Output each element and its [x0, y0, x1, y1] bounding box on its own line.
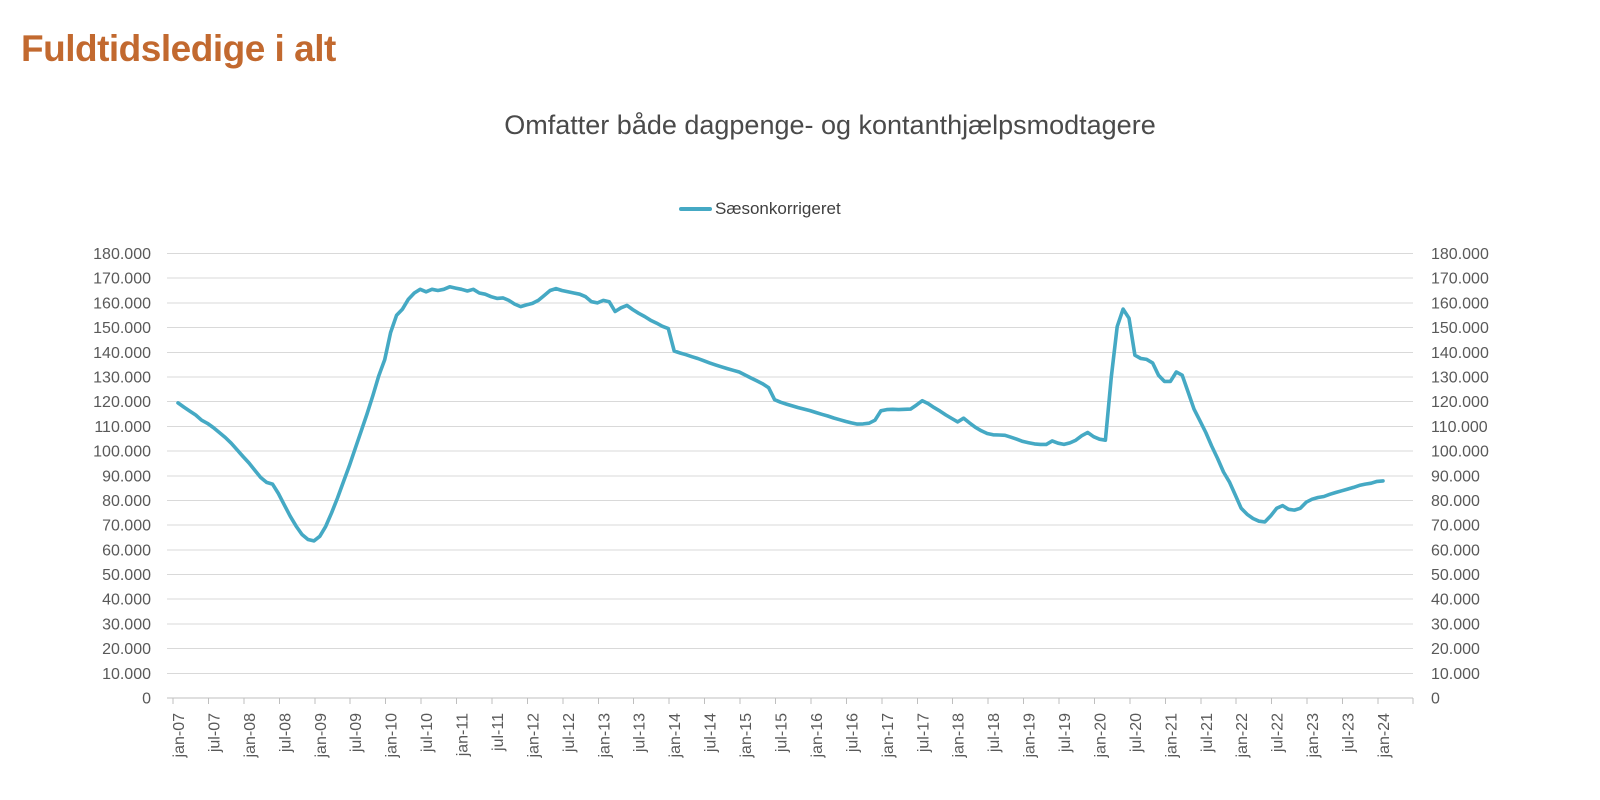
svg-text:jan-10: jan-10 — [384, 713, 401, 759]
svg-text:50.000: 50.000 — [1431, 567, 1480, 584]
svg-text:130.000: 130.000 — [93, 369, 151, 386]
svg-text:jul-12: jul-12 — [561, 713, 578, 753]
svg-text:jul-09: jul-09 — [348, 713, 365, 753]
svg-text:90.000: 90.000 — [102, 468, 151, 485]
svg-text:20.000: 20.000 — [1431, 641, 1480, 658]
svg-text:jan-20: jan-20 — [1092, 713, 1109, 759]
svg-text:jul-17: jul-17 — [915, 713, 932, 753]
svg-text:150.000: 150.000 — [1431, 320, 1489, 337]
svg-text:jul-13: jul-13 — [632, 713, 649, 753]
legend-label: Sæsonkorrigeret — [715, 199, 841, 218]
svg-text:jan-17: jan-17 — [880, 713, 897, 759]
gridlines — [167, 253, 1413, 674]
svg-text:180.000: 180.000 — [1431, 246, 1489, 263]
svg-text:jul-07: jul-07 — [206, 713, 223, 753]
svg-text:180.000: 180.000 — [93, 246, 151, 263]
svg-text:90.000: 90.000 — [1431, 468, 1480, 485]
svg-text:160.000: 160.000 — [1431, 295, 1489, 312]
svg-text:70.000: 70.000 — [1431, 518, 1480, 535]
svg-text:jan-19: jan-19 — [1022, 713, 1039, 759]
svg-text:jan-11: jan-11 — [455, 713, 472, 757]
svg-text:40.000: 40.000 — [1431, 592, 1480, 609]
svg-text:jan-09: jan-09 — [313, 713, 330, 759]
svg-text:jul-11: jul-11 — [490, 713, 507, 752]
svg-text:60.000: 60.000 — [102, 542, 151, 559]
svg-text:40.000: 40.000 — [102, 592, 151, 609]
page-title: Fuldtidsledige i alt — [21, 28, 336, 69]
svg-text:0: 0 — [1431, 691, 1440, 708]
svg-text:10.000: 10.000 — [102, 666, 151, 683]
svg-text:170.000: 170.000 — [1431, 271, 1489, 288]
svg-text:80.000: 80.000 — [102, 493, 151, 510]
svg-text:jan-21: jan-21 — [1163, 713, 1180, 759]
svg-text:jul-10: jul-10 — [419, 713, 436, 753]
svg-text:160.000: 160.000 — [93, 295, 151, 312]
svg-text:jul-16: jul-16 — [844, 713, 861, 753]
svg-text:jul-15: jul-15 — [774, 713, 791, 753]
svg-text:150.000: 150.000 — [93, 320, 151, 337]
svg-text:120.000: 120.000 — [1431, 394, 1489, 411]
svg-text:jul-18: jul-18 — [986, 713, 1003, 753]
x-axis-labels: jan-07 jul-07 jan-08 jul-08 jan-09 jul-09 jan-… — [171, 713, 1393, 759]
svg-text:30.000: 30.000 — [1431, 616, 1480, 633]
chart-subtitle: Omfatter både dagpenge- og kontanthjælps… — [504, 110, 1156, 140]
svg-text:110.000: 110.000 — [94, 419, 151, 436]
svg-text:jan-13: jan-13 — [596, 713, 613, 759]
svg-text:20.000: 20.000 — [102, 641, 151, 658]
svg-text:jan-16: jan-16 — [809, 713, 826, 759]
svg-text:jan-23: jan-23 — [1305, 713, 1322, 759]
series-line-saesonkorrigeret — [176, 284, 1385, 543]
svg-text:50.000: 50.000 — [102, 567, 151, 584]
svg-text:120.000: 120.000 — [93, 394, 151, 411]
svg-text:140.000: 140.000 — [93, 345, 151, 362]
svg-text:100.000: 100.000 — [93, 444, 151, 461]
svg-text:jul-21: jul-21 — [1199, 713, 1216, 753]
svg-text:130.000: 130.000 — [1431, 369, 1489, 386]
svg-text:140.000: 140.000 — [1431, 345, 1489, 362]
svg-text:jan-22: jan-22 — [1234, 713, 1251, 759]
legend-line-icon — [679, 207, 712, 211]
svg-text:jan-15: jan-15 — [738, 713, 755, 759]
svg-text:jan-14: jan-14 — [667, 713, 684, 759]
x-axis — [167, 697, 1414, 704]
svg-text:70.000: 70.000 — [102, 518, 151, 535]
svg-text:110.000: 110.000 — [1431, 419, 1488, 436]
svg-text:60.000: 60.000 — [1431, 542, 1480, 559]
svg-text:0: 0 — [142, 691, 151, 708]
svg-text:jul-14: jul-14 — [703, 713, 720, 753]
svg-text:170.000: 170.000 — [93, 271, 151, 288]
svg-text:jan-24: jan-24 — [1376, 713, 1393, 759]
svg-text:10.000: 10.000 — [1431, 666, 1480, 683]
svg-text:jul-19: jul-19 — [1057, 713, 1074, 753]
svg-text:jul-08: jul-08 — [277, 713, 294, 753]
svg-text:jan-18: jan-18 — [951, 713, 968, 759]
svg-text:100.000: 100.000 — [1431, 444, 1489, 461]
svg-text:jan-12: jan-12 — [525, 713, 542, 759]
svg-text:jan-07: jan-07 — [171, 713, 188, 759]
y-axis-labels-left: 0 10.000 20.000 30.000 40.000 50.000 60.000 70.… — [93, 246, 151, 708]
svg-text:jan-08: jan-08 — [242, 713, 259, 759]
svg-text:jul-23: jul-23 — [1341, 713, 1358, 753]
svg-text:80.000: 80.000 — [1431, 493, 1480, 510]
legend: Sæsonkorrigeret — [679, 198, 841, 220]
y-axis-labels-right: 0 10.000 20.000 30.000 40.000 50.000 60.000 70.… — [1431, 246, 1489, 708]
svg-text:30.000: 30.000 — [102, 616, 151, 633]
svg-text:jul-22: jul-22 — [1270, 713, 1287, 753]
svg-text:jul-20: jul-20 — [1128, 713, 1145, 753]
